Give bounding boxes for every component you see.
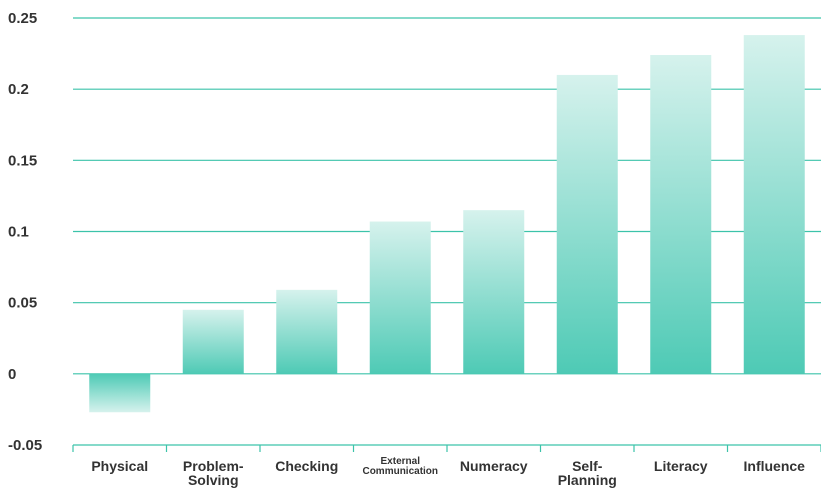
bar-influence bbox=[743, 35, 805, 374]
y-tick-label: -0.05 bbox=[8, 437, 42, 454]
bars bbox=[89, 35, 805, 413]
bar-literacy bbox=[650, 55, 712, 374]
x-axis bbox=[72, 445, 821, 452]
x-tick-label: External Communication bbox=[362, 456, 438, 477]
x-tick-label: Influence bbox=[744, 458, 806, 474]
y-tick-label: 0.05 bbox=[8, 295, 37, 312]
x-tick-label: Literacy bbox=[654, 458, 708, 474]
y-tick-label: 0 bbox=[8, 366, 16, 383]
bar-physical bbox=[89, 373, 151, 413]
gridlines bbox=[73, 17, 821, 446]
bar-self-planning bbox=[556, 74, 618, 374]
x-tick-label: Physical bbox=[91, 458, 148, 474]
y-tick-label: 0.1 bbox=[8, 224, 29, 241]
x-tick-label: Numeracy bbox=[460, 458, 528, 474]
bar-numeracy bbox=[463, 210, 525, 374]
y-tick-label: 0.25 bbox=[8, 10, 37, 27]
x-tick-label: Self-Planning bbox=[558, 458, 617, 488]
y-tick-label: 0.2 bbox=[8, 81, 29, 98]
bar-checking bbox=[276, 289, 338, 374]
x-tick-label: Checking bbox=[275, 458, 338, 474]
x-tick-label: Problem-Solving bbox=[183, 458, 244, 488]
y-axis-tick-labels: -0.05 0 0.05 0.1 0.15 0.2 0.25 bbox=[8, 10, 42, 454]
bar-external-communication bbox=[369, 221, 431, 374]
y-tick-label: 0.15 bbox=[8, 152, 37, 169]
bar-problem-solving bbox=[182, 309, 244, 374]
x-axis-tick-labels: Physical Problem-Solving Checking External C… bbox=[91, 456, 805, 488]
